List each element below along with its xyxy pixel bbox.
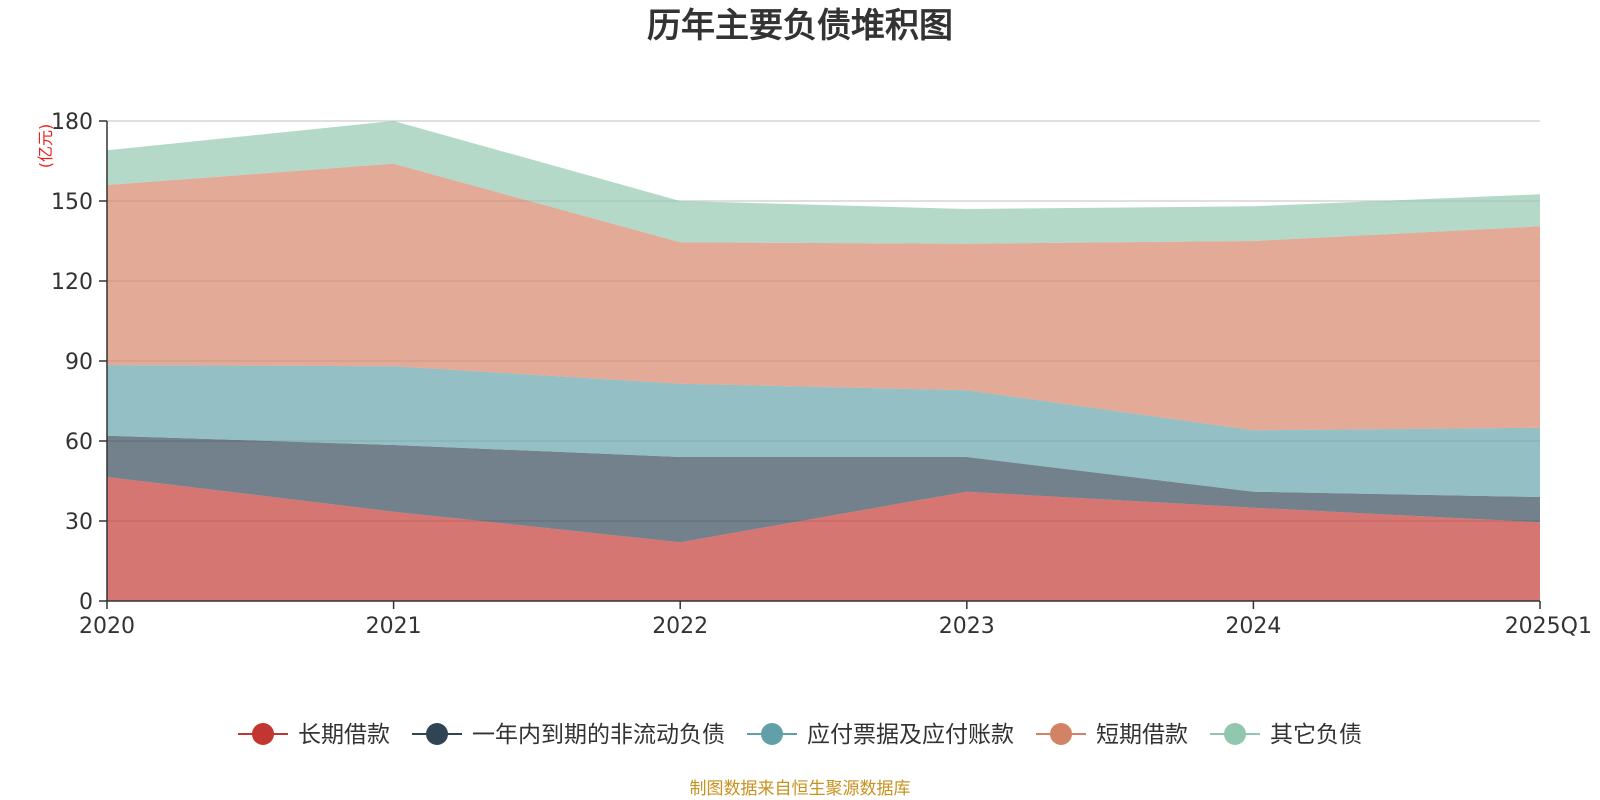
legend-item-5: 其它负债 bbox=[1210, 722, 1362, 748]
x-tick-label-2020: 2020 bbox=[79, 614, 135, 639]
legend-label-3: 应付票据及应付账款 bbox=[807, 722, 1014, 748]
legend-item-4: 短期借款 bbox=[1036, 722, 1188, 748]
y-tick-label-90: 90 bbox=[65, 350, 93, 375]
legend-item-2: 一年内到期的非流动负债 bbox=[412, 722, 725, 748]
legend-label-1: 长期借款 bbox=[298, 722, 390, 748]
legend-marker-3 bbox=[761, 723, 783, 745]
legend-marker-5 bbox=[1224, 723, 1246, 745]
data-point-s5-2022 bbox=[678, 199, 682, 203]
area-series-4 bbox=[107, 163, 1540, 431]
legend-item-3: 应付票据及应付账款 bbox=[747, 722, 1014, 748]
area-series-5 bbox=[107, 121, 1540, 244]
legend-marker-1 bbox=[252, 723, 274, 745]
area-series-1 bbox=[107, 477, 1540, 601]
y-tick-label-180: 180 bbox=[51, 110, 93, 135]
x-tick-label-2024: 2024 bbox=[1225, 614, 1281, 639]
x-tick-label-2022: 2022 bbox=[652, 614, 708, 639]
chart-title: 历年主要负债堆积图 bbox=[647, 6, 953, 46]
data-source-note: 制图数据来自恒生聚源数据库 bbox=[690, 779, 911, 799]
area-series bbox=[107, 119, 1542, 601]
legend-item-1: 长期借款 bbox=[238, 722, 390, 748]
legend-label-5: 其它负债 bbox=[1270, 722, 1362, 748]
y-tick-label-30: 30 bbox=[65, 510, 93, 535]
x-tick-label-2025Q1: 2025Q1 bbox=[1505, 614, 1592, 639]
area-series-3 bbox=[107, 365, 1540, 497]
legend-label-4: 短期借款 bbox=[1096, 722, 1188, 748]
y-tick-label-120: 120 bbox=[51, 270, 93, 295]
legend-marker-2 bbox=[426, 723, 448, 745]
x-tick-label-2023: 2023 bbox=[939, 614, 995, 639]
legend: 长期借款 一年内到期的非流动负债 应付票据及应付账款 短期借款 其它负债 bbox=[238, 722, 1362, 748]
y-axis-unit-label: (亿元) bbox=[36, 124, 55, 169]
legend-marker-4 bbox=[1050, 723, 1072, 745]
legend-label-2: 一年内到期的非流动负债 bbox=[472, 722, 725, 748]
x-tick-label-2021: 2021 bbox=[366, 614, 422, 639]
y-tick-label-60: 60 bbox=[65, 430, 93, 455]
data-point-s5-2023 bbox=[965, 207, 969, 211]
axes: 0 30 60 90 120 150 180 2020 2021 2022 2023 2024 2025… bbox=[51, 110, 1592, 639]
data-point-s5-2024 bbox=[1251, 204, 1255, 208]
data-point-s5-2025Q1 bbox=[1538, 192, 1542, 196]
y-tick-label-150: 150 bbox=[51, 190, 93, 215]
data-point-s5-2021 bbox=[392, 119, 396, 123]
y-tick-label-0: 0 bbox=[79, 590, 93, 615]
area-series-2 bbox=[107, 435, 1540, 543]
